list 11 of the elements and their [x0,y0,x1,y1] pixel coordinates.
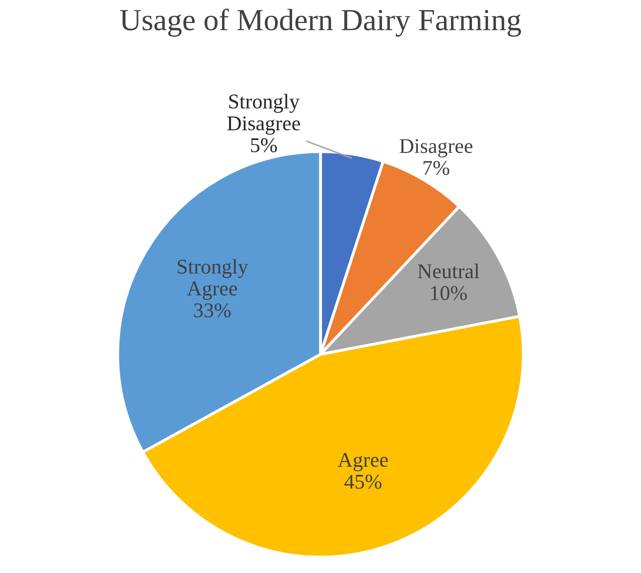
data-label: 5% [251,138,277,152]
slice-label: Agree [338,452,388,472]
slice-label: Neutral [418,264,480,278]
data-label: 10% [431,286,467,300]
chart-title: Usage of Modern Dairy Farming [120,8,522,37]
slice-label: Strongly Disagree [227,94,300,135]
slice-label: Strongly Agree [178,259,248,300]
data-label: 7% [424,160,450,176]
slice-label: Disagree [400,139,472,158]
data-label: 33% [194,303,231,318]
data-label: 45% [344,474,382,489]
